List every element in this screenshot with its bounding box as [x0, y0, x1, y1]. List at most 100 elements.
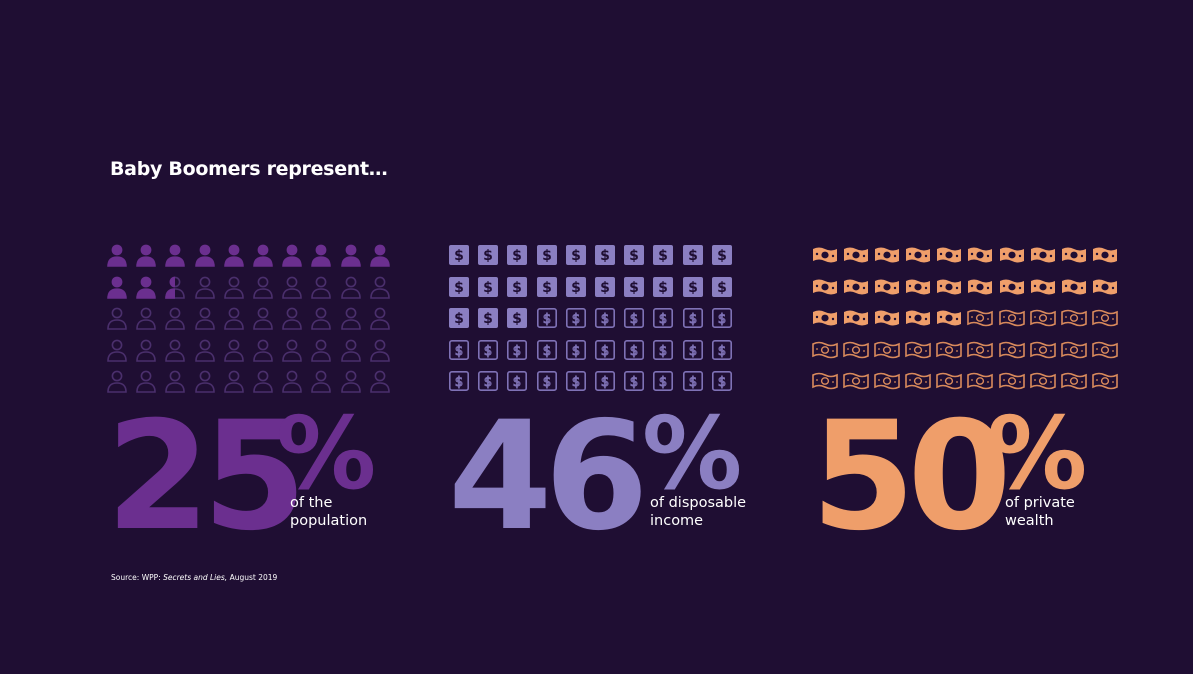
dollar-card-icon: $ [652, 244, 681, 276]
person-icon [106, 244, 135, 276]
svg-text:$: $ [630, 344, 638, 359]
stat-description-line1: of the [290, 495, 333, 511]
stat-description-line1: of private [1005, 495, 1075, 511]
banknote-icon [873, 276, 904, 308]
stat-description: of disposable income [650, 494, 746, 530]
dollar-card-icon: $ [623, 339, 652, 371]
banknote-icon [904, 339, 935, 371]
dollar-card-icon: $ [711, 307, 740, 339]
source-label: Source: [111, 573, 140, 582]
stat-panel-population: 25 % of the population [106, 244, 466, 564]
banknote-icon [1029, 276, 1060, 308]
banknote-icon [935, 244, 966, 276]
banknote-icon [935, 339, 966, 371]
svg-text:$: $ [542, 375, 550, 390]
svg-text:$: $ [572, 312, 580, 327]
stat-percent-sign: % [987, 395, 1088, 512]
svg-text:$: $ [600, 248, 610, 264]
banknote-icon [842, 370, 873, 402]
source-date: August 2019 [229, 573, 278, 582]
banknote-icon [1029, 307, 1060, 339]
person-icon [369, 276, 398, 308]
person-icon [340, 307, 369, 339]
svg-text:$: $ [542, 312, 550, 327]
person-icon [252, 307, 281, 339]
dollar-card-icon: $ [506, 276, 535, 308]
person-icon [223, 370, 252, 402]
banknote-icon [873, 370, 904, 402]
stat-panel-income: $ $ $ $ $ $ $ $ $ $ $ $ $ $ $ $ $ $ $ $ [448, 244, 808, 564]
banknote-icon [1060, 370, 1091, 402]
banknote-icon-grid [811, 244, 1122, 402]
svg-text:$: $ [455, 375, 463, 390]
dollar-card-icon: $ [711, 276, 740, 308]
dollar-card-icon: $ [477, 244, 506, 276]
banknote-icon [873, 339, 904, 371]
banknote-icon [1029, 244, 1060, 276]
dollar-card-icon: $ [652, 339, 681, 371]
svg-text:$: $ [629, 248, 639, 264]
person-icon [164, 244, 193, 276]
person-icon [340, 244, 369, 276]
svg-text:$: $ [483, 280, 493, 296]
person-icon [310, 244, 339, 276]
banknote-icon [1091, 370, 1122, 402]
dollar-card-icon: $ [565, 276, 594, 308]
svg-text:$: $ [454, 311, 464, 327]
dollar-card-icon: $ [623, 307, 652, 339]
dollar-card-icon: $ [536, 370, 565, 402]
banknote-icon [998, 276, 1029, 308]
dollar-card-icon: $ [448, 370, 477, 402]
banknote-icon [904, 244, 935, 276]
svg-text:$: $ [513, 248, 523, 264]
banknote-icon [966, 276, 997, 308]
stat-description-line2: income [650, 513, 704, 529]
banknote-icon [966, 307, 997, 339]
svg-text:$: $ [630, 375, 638, 390]
source-note: Source: WPP: Secrets and Lies, August 20… [111, 573, 277, 582]
person-icon [164, 307, 193, 339]
dollar-card-icon: $ [565, 307, 594, 339]
dollar-card-icon: $ [594, 370, 623, 402]
svg-text:$: $ [659, 312, 667, 327]
person-icon [310, 370, 339, 402]
svg-text:$: $ [601, 312, 609, 327]
svg-text:$: $ [658, 248, 668, 264]
svg-text:$: $ [688, 375, 696, 390]
person-icon [340, 339, 369, 371]
person-icon [310, 339, 339, 371]
dollar-card-icon: $ [623, 276, 652, 308]
dollar-card-icon-grid: $ $ $ $ $ $ $ $ $ $ $ $ $ $ $ $ $ $ $ $ [448, 244, 740, 402]
person-icon [369, 307, 398, 339]
banknote-icon [998, 307, 1029, 339]
svg-text:$: $ [717, 280, 727, 296]
person-icon [164, 370, 193, 402]
dollar-card-icon: $ [594, 276, 623, 308]
person-icon [223, 276, 252, 308]
dollar-card-icon: $ [536, 276, 565, 308]
person-icon [252, 276, 281, 308]
person-icon [369, 244, 398, 276]
stat-number: 46 [448, 390, 649, 564]
svg-text:$: $ [454, 280, 464, 296]
banknote-icon [873, 307, 904, 339]
banknote-icon [811, 370, 842, 402]
banknote-icon [998, 370, 1029, 402]
person-icon [281, 244, 310, 276]
person-icon [164, 276, 193, 308]
dollar-card-icon: $ [506, 307, 535, 339]
person-icon [223, 307, 252, 339]
person-icon [106, 339, 135, 371]
banknote-icon [1029, 339, 1060, 371]
svg-text:$: $ [513, 375, 521, 390]
svg-text:$: $ [601, 375, 609, 390]
banknote-icon [1029, 370, 1060, 402]
svg-text:$: $ [601, 344, 609, 359]
dollar-card-icon: $ [448, 339, 477, 371]
banknote-icon [966, 339, 997, 371]
banknote-icon [904, 307, 935, 339]
person-icon [135, 276, 164, 308]
person-icon [194, 339, 223, 371]
banknote-icon [935, 276, 966, 308]
svg-text:$: $ [513, 280, 523, 296]
